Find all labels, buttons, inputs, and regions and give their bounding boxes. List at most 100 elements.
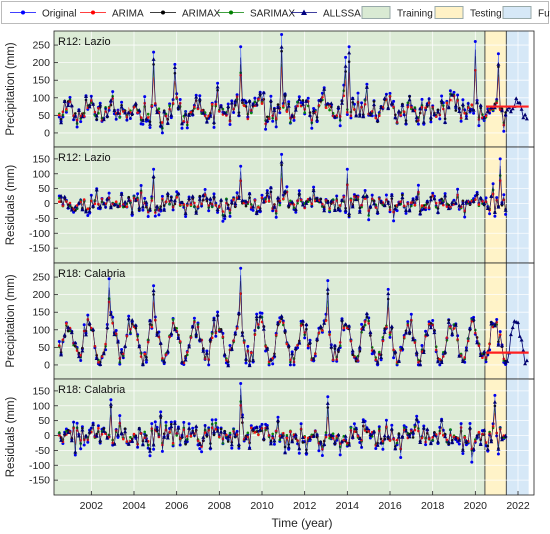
- point-allssa: [315, 337, 320, 341]
- point-allssa: [453, 103, 458, 108]
- point-sarimax: [168, 104, 171, 107]
- point-allssa: [382, 203, 387, 208]
- point-allssa: [471, 447, 476, 451]
- point-allssa: [297, 341, 302, 345]
- point-allssa: [236, 196, 241, 200]
- point-allssa: [155, 204, 160, 208]
- legend-label: ALLSSA: [323, 9, 361, 20]
- point-allssa: [322, 442, 327, 446]
- point-arima: [356, 100, 360, 104]
- point-allssa: [119, 431, 124, 435]
- point-allssa: [379, 440, 384, 445]
- point-original: [381, 447, 385, 451]
- point-allssa: [425, 332, 430, 336]
- y-tick-label: 150: [32, 307, 50, 319]
- point-allssa: [340, 317, 344, 322]
- point-allssa: [137, 108, 142, 112]
- point-allssa: [350, 348, 355, 353]
- panel-4: -150 -100 -50 0 50 100 150 Residuals (mm) R18: C…: [5, 378, 535, 496]
- legend-marker: [91, 10, 95, 15]
- point-original: [463, 215, 467, 219]
- point-allssa: [379, 199, 384, 204]
- point-allssa: [240, 198, 245, 202]
- point-allssa: [443, 434, 448, 439]
- point-allssa: [468, 107, 472, 111]
- point-arima: [477, 430, 481, 434]
- point-allssa: [304, 201, 309, 205]
- point-allssa: [357, 210, 362, 214]
- point-arimax: [198, 194, 202, 198]
- point-allssa: [482, 115, 487, 120]
- point-arima: [93, 202, 97, 206]
- point-allssa: [311, 434, 316, 438]
- point-sarimax: [175, 434, 178, 437]
- point-allssa: [176, 104, 181, 109]
- point-arima: [346, 183, 349, 187]
- point-allssa: [190, 194, 195, 198]
- x-tick-label: 2020: [464, 500, 488, 512]
- point-allssa: [496, 205, 501, 209]
- point-original: [79, 447, 83, 451]
- y-tick-label: -50: [35, 445, 50, 457]
- point-allssa: [204, 119, 209, 124]
- point-original: [438, 117, 442, 121]
- series-layer: [57, 266, 529, 368]
- point-allssa: [468, 425, 472, 430]
- point-allssa: [144, 200, 149, 204]
- point-allssa: [130, 318, 135, 322]
- legend-label: Future: [538, 9, 550, 20]
- point-original: [399, 456, 403, 459]
- point-allssa: [432, 112, 437, 116]
- point-allssa: [251, 102, 256, 106]
- point-allssa: [389, 101, 394, 105]
- point-sarimax: [328, 209, 331, 212]
- point-original: [157, 213, 161, 217]
- point-allssa: [517, 334, 522, 338]
- point-original: [326, 279, 330, 283]
- point-allssa: [308, 340, 312, 344]
- point-arima: [61, 110, 65, 113]
- y-tick-label: 100: [32, 400, 50, 412]
- point-original: [260, 311, 264, 315]
- panel-1: 0 50 100 150 200 250 Precipitation (mm) R12: La…: [5, 30, 535, 148]
- point-allssa: [91, 204, 96, 208]
- x-tick-label: 2016: [378, 500, 402, 512]
- point-allssa: [140, 442, 145, 447]
- y-tick-label: 0: [44, 127, 50, 139]
- point-allssa: [261, 90, 266, 95]
- point-allssa: [375, 210, 380, 214]
- legend-item-arima: ARIMA: [80, 9, 144, 20]
- point-allssa: [347, 324, 352, 328]
- point-arimax: [209, 442, 212, 445]
- point-allssa: [254, 211, 259, 215]
- point-allssa: [108, 312, 113, 316]
- point-original: [370, 193, 374, 197]
- point-original: [198, 447, 202, 451]
- point-allssa: [265, 425, 270, 430]
- point-allssa: [414, 115, 419, 119]
- point-original: [152, 447, 156, 451]
- point-arimax: [145, 434, 148, 437]
- point-arima: [392, 348, 395, 352]
- point-allssa: [272, 438, 277, 443]
- point-original: [223, 217, 227, 221]
- point-original: [141, 208, 145, 212]
- point-allssa: [350, 435, 355, 439]
- point-allssa: [446, 105, 451, 110]
- future-region: [506, 31, 529, 147]
- point-sarimax: [253, 100, 257, 104]
- point-original: [214, 418, 218, 422]
- point-allssa: [73, 114, 78, 118]
- point-allssa: [236, 311, 241, 315]
- panel-label: R12: Lazio: [58, 152, 111, 164]
- point-allssa: [386, 201, 391, 205]
- y-tick-label: 200: [32, 57, 50, 69]
- y-tick-label: 250: [32, 272, 50, 284]
- point-allssa: [361, 194, 366, 198]
- point-allssa: [279, 45, 284, 49]
- point-allssa: [464, 116, 469, 120]
- point-allssa: [393, 349, 398, 354]
- point-original: [420, 344, 424, 347]
- point-allssa: [215, 84, 220, 89]
- point-arima: [164, 353, 168, 357]
